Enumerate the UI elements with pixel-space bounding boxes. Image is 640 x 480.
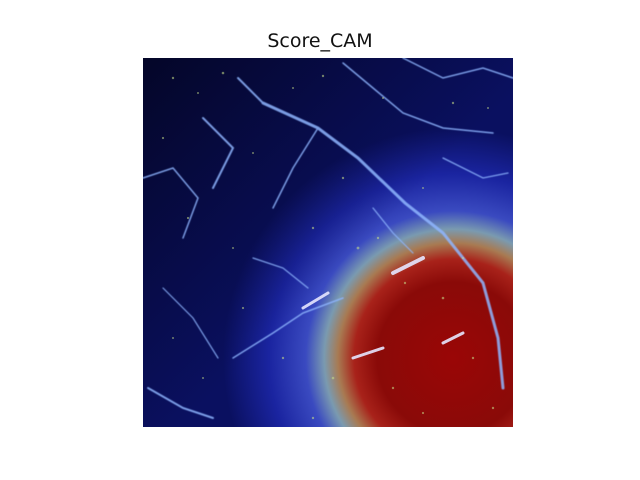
crack-lines — [143, 58, 513, 419]
heatmap-vignette — [143, 58, 513, 427]
heatmap-overlay-svg — [143, 58, 513, 427]
score-cam-heatmap-image — [143, 58, 513, 427]
figure-title: Score_CAM — [267, 30, 373, 52]
crack-highlights — [301, 256, 465, 360]
speckle-texture — [161, 71, 495, 420]
